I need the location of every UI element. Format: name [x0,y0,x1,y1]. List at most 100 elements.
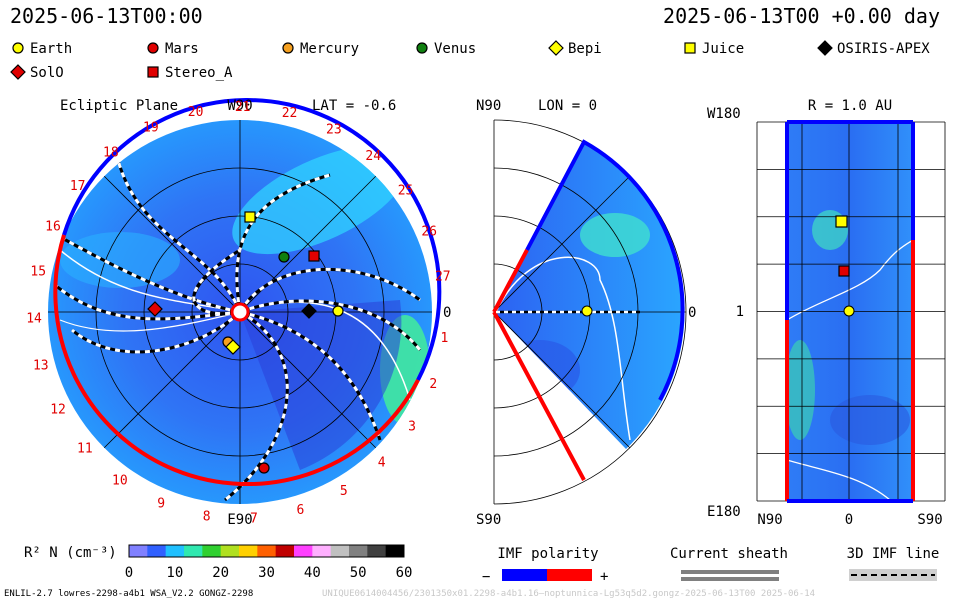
current-sheath-legend: Current sheath [670,546,788,581]
datetime-right: 2025-06-13T00 +0.00 day [663,4,940,28]
colorbar-tick-0: 0 [125,565,133,581]
datetime-left: 2025-06-13T00:00 [10,4,203,28]
carrington-tick-1: 1 [441,331,449,346]
map-xlabel-n90: N90 [757,512,782,528]
legend-marker-stereo-a [148,67,158,77]
current-sheath-title: Current sheath [670,546,788,562]
colorbar-tick-20: 20 [212,565,229,581]
current-sheath-swatch [681,570,779,574]
meridional-right-label: 0 [688,305,696,321]
carrington-tick-10: 10 [112,473,128,488]
carrington-tick-11: 11 [77,442,93,457]
carrington-tick-12: 12 [50,403,66,418]
legend-label-mars: Mars [165,41,199,57]
meridional-top-label: N90 [476,98,501,114]
meridional-lon-label: LON = 0 [538,98,597,114]
imf-line-title: 3D IMF line [847,546,940,562]
meridional-earth-marker [582,306,592,316]
colorbar-tick-10: 10 [166,565,183,581]
carrington-tick-16: 16 [45,220,61,235]
legend-marker-mars [148,43,158,53]
colorbar-cell [184,545,203,557]
colorbar-cell [166,545,185,557]
carrington-tick-6: 6 [297,503,305,518]
colorbar-cell [147,545,166,557]
meridional-wedge [494,142,685,449]
colorbar-cells [129,545,405,557]
colorbar-cell [367,545,386,557]
carrington-tick-25: 25 [398,183,414,198]
sun-marker [232,304,248,320]
carrington-tick-27: 27 [435,270,451,285]
colorbar-cell [202,545,221,557]
ecliptic-right-label: 0 [443,305,451,321]
colorbar: R² N (cm⁻³) 0 10 20 30 40 50 60 [24,545,412,581]
carrington-tick-2: 2 [429,377,437,392]
legend-marker-earth [13,43,23,53]
ecliptic-marker-juice [245,212,255,222]
colorbar-cell [312,545,331,557]
carrington-tick-20: 20 [188,105,204,120]
imf-polarity-minus: − [482,569,490,585]
meridional-density-region [580,213,650,257]
carrington-tick-14: 14 [26,312,42,327]
legend-label-juice: Juice [702,41,744,57]
object-legend: Earth Mars Mercury Venus Bepi Juice OSIRIS-APE… [11,41,930,81]
carrington-tick-17: 17 [70,179,86,194]
ecliptic-density-region [60,232,180,288]
colorbar-tick-50: 50 [350,565,367,581]
colorbar-tick-30: 30 [258,565,275,581]
map-xlabel-s90: S90 [917,512,942,528]
ecliptic-lat-label: LAT = -0.6 [312,98,396,114]
map-panel: R = 1.0 AU W180 E180 1 N90 0 S90 [707,98,945,528]
footer-right: UNIQUE0614004456/2301350x01.2298-a4b1.16… [322,589,815,599]
imf-polarity-positive-swatch [547,569,592,581]
ecliptic-marker-venus [279,252,289,262]
carrington-tick-26: 26 [421,224,437,239]
imf-line-legend: 3D IMF line [847,546,940,581]
colorbar-cell [239,545,258,557]
legend-label-solo: SolO [30,65,64,81]
legend-marker-osiris-apex [818,41,832,55]
carrington-tick-9: 9 [157,496,165,511]
legend-marker-bepi [549,41,563,55]
carrington-tick-24: 24 [365,149,381,164]
colorbar-ticks: 0 10 20 30 40 50 60 [125,565,413,581]
imf-polarity-title: IMF polarity [497,546,598,562]
colorbar-cell [221,545,240,557]
legend-label-bepi: Bepi [568,41,602,57]
imf-polarity-legend: IMF polarity − + [482,546,608,585]
colorbar-cell [257,545,276,557]
legend-marker-juice [685,43,695,53]
map-bottom-label: E180 [707,504,741,520]
current-sheath-swatch [681,577,779,581]
legend-label-venus: Venus [434,41,476,57]
colorbar-cell [349,545,368,557]
footer-left: ENLIL-2.7 lowres-2298-a4b1 WSA_V2.2 GONG… [4,589,253,599]
legend-label-mercury: Mercury [300,41,359,57]
legend-label-stereo-a: Stereo_A [165,65,233,81]
map-mid-label: 1 [736,304,744,320]
carrington-tick-5: 5 [340,484,348,499]
colorbar-cell [386,545,405,557]
carrington-tick-22: 22 [282,106,298,121]
ecliptic-panel: Ecliptic Plane W90 E90 0 LAT = -0.6 1234… [26,98,451,528]
carrington-tick-21: 21 [235,100,251,115]
colorbar-tick-60: 60 [396,565,413,581]
colorbar-tick-40: 40 [304,565,321,581]
legend-marker-venus [417,43,427,53]
ecliptic-bottom-label: E90 [227,512,252,528]
carrington-tick-15: 15 [30,265,46,280]
ecliptic-marker-stereo-a [309,251,319,261]
ecliptic-title: Ecliptic Plane [60,98,178,114]
carrington-tick-18: 18 [103,146,119,161]
map-earth-marker [844,306,854,316]
map-juice-marker [836,216,847,227]
enlil-figure: 2025-06-13T00:00 2025-06-13T00 +0.00 day… [0,0,960,600]
ecliptic-marker-earth [333,306,343,316]
legend-label-earth: Earth [30,41,72,57]
map-xlabel-0: 0 [845,512,853,528]
carrington-tick-13: 13 [33,358,49,373]
colorbar-cell [129,545,148,557]
meridional-panel: N90 LON = 0 S90 0 [476,98,696,528]
